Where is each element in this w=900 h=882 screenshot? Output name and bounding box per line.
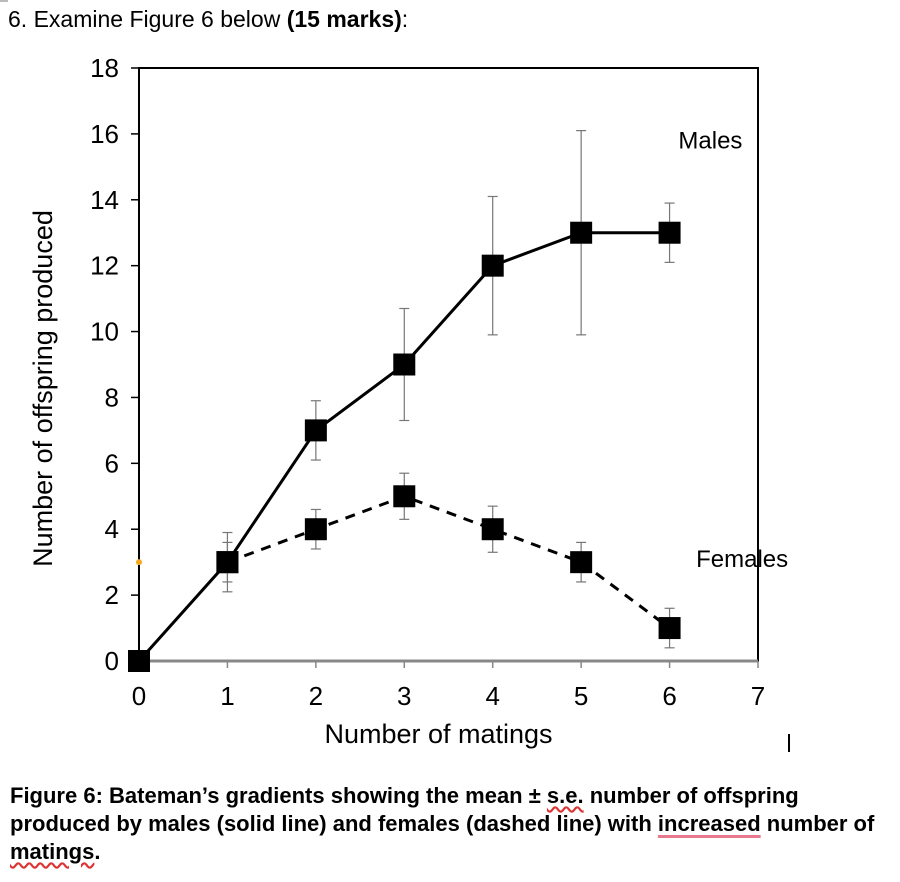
y-tick-label: 10 [90,317,119,347]
caption-se: s.e. [546,783,584,808]
y-axis-title: Number of offspring produced [28,210,58,567]
question-text: 6. Examine Figure 6 below (15 marks): [8,6,408,33]
y-tick-label: 2 [105,580,119,610]
y-tick-label: 8 [105,382,119,412]
corner-mark [0,0,8,2]
x-axis-title: Number of matings [324,719,552,749]
males-marker [481,254,504,277]
orange-dot [136,559,142,566]
females-marker [658,617,681,640]
x-tick-label: 3 [397,681,411,711]
caption-mid: number of offspring produced by males (s… [10,783,799,836]
females-marker [481,518,504,541]
caption-increased: increased [657,811,761,836]
caption-end: . [94,839,101,864]
y-tick-label: 18 [90,53,119,83]
females-marker [393,485,416,508]
x-tick-label: 6 [662,681,676,711]
males-marker [570,221,593,244]
females-marker [304,518,327,541]
x-tick-label: 4 [485,681,499,711]
y-tick-label: 0 [105,646,119,676]
caption-mid2: number of [760,811,875,836]
females-line [226,494,671,630]
females-series [216,472,681,649]
question-suffix: : [401,6,409,32]
question-marks: (15 marks) [286,6,402,32]
y-axis-ticks: 0 2 4 6 8 10 12 14 16 18 [90,53,139,676]
x-tick-label: 0 [132,681,146,711]
y-tick-label: 14 [90,185,119,215]
x-tick-label: 1 [220,681,234,711]
x-tick-label: 7 [751,681,765,711]
males-line [137,231,670,663]
series-label-males: Males [678,127,742,154]
plot-frame [138,67,759,663]
y-tick-label: 6 [105,448,119,478]
females-marker [570,551,593,574]
males-marker [304,419,327,442]
caption-lead: Figure 6: Bateman’s gradients showing th… [10,783,547,808]
males-marker [658,221,681,244]
y-tick-label: 16 [90,119,119,149]
text-cursor [788,734,790,752]
y-tick-label: 12 [90,251,119,281]
x-tick-label: 5 [574,681,588,711]
series-label-females: Females [696,546,788,573]
males-marker [128,650,150,672]
x-tick-label: 2 [309,681,323,711]
males-series [128,129,681,672]
x-axis-ticks: 0 1 2 3 4 5 6 7 [132,661,765,711]
question-prefix: 6. Examine Figure 6 below [8,6,287,32]
males-marker [393,353,416,376]
figure-caption: Figure 6: Bateman’s gradients showing th… [10,782,890,866]
males-marker [216,551,239,574]
y-tick-label: 4 [105,514,119,544]
annotation-layer: Males Females [136,127,788,573]
caption-matings: matings [10,839,95,864]
series-layer [128,129,681,672]
